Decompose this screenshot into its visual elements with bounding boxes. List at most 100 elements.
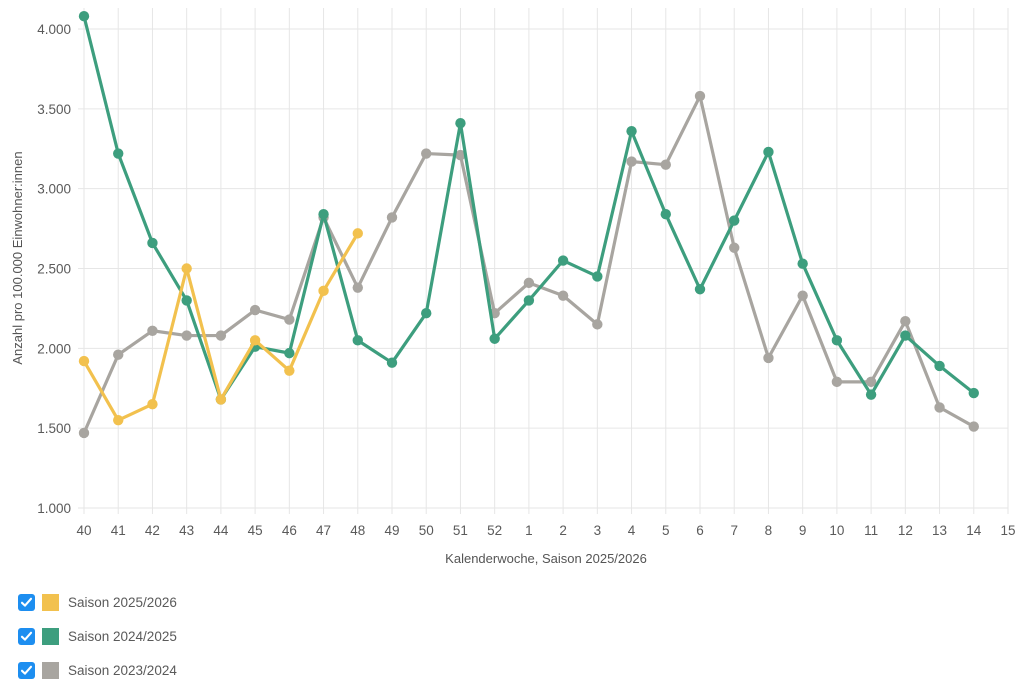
- data-point[interactable]: [523, 277, 535, 289]
- data-point[interactable]: [831, 376, 843, 388]
- data-point[interactable]: [523, 295, 535, 306]
- legend-swatch-0: [42, 593, 59, 611]
- data-point[interactable]: [694, 284, 706, 295]
- x-tick-label: 42: [145, 523, 160, 538]
- data-point[interactable]: [660, 159, 671, 170]
- data-point[interactable]: [318, 285, 329, 297]
- data-point[interactable]: [626, 156, 637, 167]
- data-point[interactable]: [729, 242, 740, 253]
- data-point[interactable]: [113, 349, 124, 360]
- data-point[interactable]: [78, 427, 90, 439]
- legend-checkbox-2[interactable]: [18, 661, 35, 679]
- data-point[interactable]: [181, 295, 192, 306]
- check-icon: [20, 665, 33, 675]
- data-point[interactable]: [284, 365, 295, 376]
- data-point[interactable]: [763, 146, 774, 158]
- chart-legend: Saison 2025/2026 Saison 2024/2025 Saison…: [18, 585, 418, 687]
- line-chart: 1.000 1.500 2.000 2.500 3.000 3.500 4.000 40 4 1 4…: [10, 8, 1016, 566]
- data-point[interactable]: [78, 11, 90, 22]
- data-point[interactable]: [489, 333, 500, 344]
- data-point[interactable]: [626, 125, 637, 137]
- data-point[interactable]: [694, 90, 706, 102]
- x-tick-label: 11: [864, 523, 878, 538]
- legend-label-0: Saison 2025/2026: [68, 594, 177, 610]
- x-tick-label: 44: [213, 523, 229, 538]
- legend-label-2: Saison 2023/2024: [68, 662, 177, 678]
- y-tick-label: 3.000: [37, 182, 71, 197]
- data-point[interactable]: [421, 148, 432, 159]
- series-2: [78, 90, 979, 439]
- x-tick-label: 43: [179, 523, 194, 538]
- y-tick-label: 1.500: [37, 421, 71, 436]
- data-point[interactable]: [113, 414, 124, 426]
- data-point[interactable]: [934, 360, 945, 372]
- data-point[interactable]: [763, 352, 774, 364]
- data-point[interactable]: [421, 308, 432, 319]
- series-0: [78, 228, 363, 426]
- check-icon: [20, 631, 33, 641]
- data-point[interactable]: [386, 212, 398, 223]
- data-point[interactable]: [797, 290, 808, 301]
- data-point[interactable]: [147, 325, 158, 336]
- y-tick-label: 4.000: [37, 22, 71, 37]
- data-point[interactable]: [249, 335, 261, 346]
- x-tick-label: 48: [350, 523, 365, 538]
- check-icon: [20, 597, 33, 607]
- x-tick-label: 8: [765, 523, 773, 538]
- y-tick-label: 1.000: [37, 501, 71, 516]
- data-point[interactable]: [660, 209, 671, 220]
- x-tick-label: 9: [799, 523, 807, 538]
- y-tick-label: 2.000: [37, 341, 71, 356]
- legend-checkbox-0[interactable]: [18, 593, 35, 611]
- data-point[interactable]: [900, 315, 911, 327]
- legend-checkbox-1[interactable]: [18, 627, 35, 645]
- x-tick-label: 4: [628, 523, 636, 538]
- data-point[interactable]: [831, 335, 843, 346]
- data-point[interactable]: [557, 255, 569, 266]
- data-point[interactable]: [284, 347, 295, 359]
- x-tick-label: 1: [525, 523, 533, 538]
- x-tick-label: 7: [730, 523, 738, 538]
- data-point[interactable]: [181, 263, 192, 274]
- data-point[interactable]: [865, 376, 877, 388]
- data-point[interactable]: [900, 330, 911, 341]
- x-tick-label: 12: [898, 523, 913, 538]
- data-point[interactable]: [968, 387, 979, 399]
- legend-item-0[interactable]: Saison 2025/2026: [18, 585, 418, 619]
- data-point[interactable]: [318, 209, 329, 220]
- data-point[interactable]: [797, 258, 808, 269]
- data-point[interactable]: [284, 314, 295, 325]
- data-point[interactable]: [386, 357, 398, 368]
- data-point[interactable]: [249, 304, 261, 316]
- data-point[interactable]: [729, 215, 740, 226]
- data-point[interactable]: [557, 290, 569, 301]
- data-point[interactable]: [147, 237, 158, 249]
- data-point[interactable]: [113, 148, 124, 159]
- y-tick-label: 2.500: [37, 262, 71, 277]
- data-point[interactable]: [215, 394, 227, 405]
- data-point[interactable]: [181, 330, 192, 341]
- data-point[interactable]: [352, 282, 363, 293]
- legend-label-1: Saison 2024/2025: [68, 628, 177, 644]
- data-point[interactable]: [592, 319, 603, 330]
- legend-item-1[interactable]: Saison 2024/2025: [18, 619, 418, 653]
- x-tick-label: 40: [76, 523, 91, 538]
- data-point[interactable]: [455, 118, 466, 129]
- data-point[interactable]: [147, 399, 158, 410]
- y-tick-label: 3.500: [37, 102, 71, 117]
- x-axis-title: Kalenderwoche, Saison 2025/2026: [445, 551, 647, 566]
- legend-item-2[interactable]: Saison 2023/2024: [18, 653, 418, 687]
- data-point[interactable]: [455, 149, 466, 161]
- data-point[interactable]: [865, 389, 877, 400]
- x-tick-label: 52: [487, 523, 502, 538]
- data-point[interactable]: [934, 402, 945, 413]
- data-point[interactable]: [215, 330, 227, 341]
- x-tick-label: 45: [248, 523, 263, 538]
- data-point[interactable]: [968, 421, 979, 432]
- data-point[interactable]: [352, 335, 363, 346]
- data-point[interactable]: [78, 355, 90, 367]
- data-point[interactable]: [352, 228, 363, 239]
- x-tick-label: 46: [282, 523, 297, 538]
- data-point[interactable]: [592, 271, 603, 282]
